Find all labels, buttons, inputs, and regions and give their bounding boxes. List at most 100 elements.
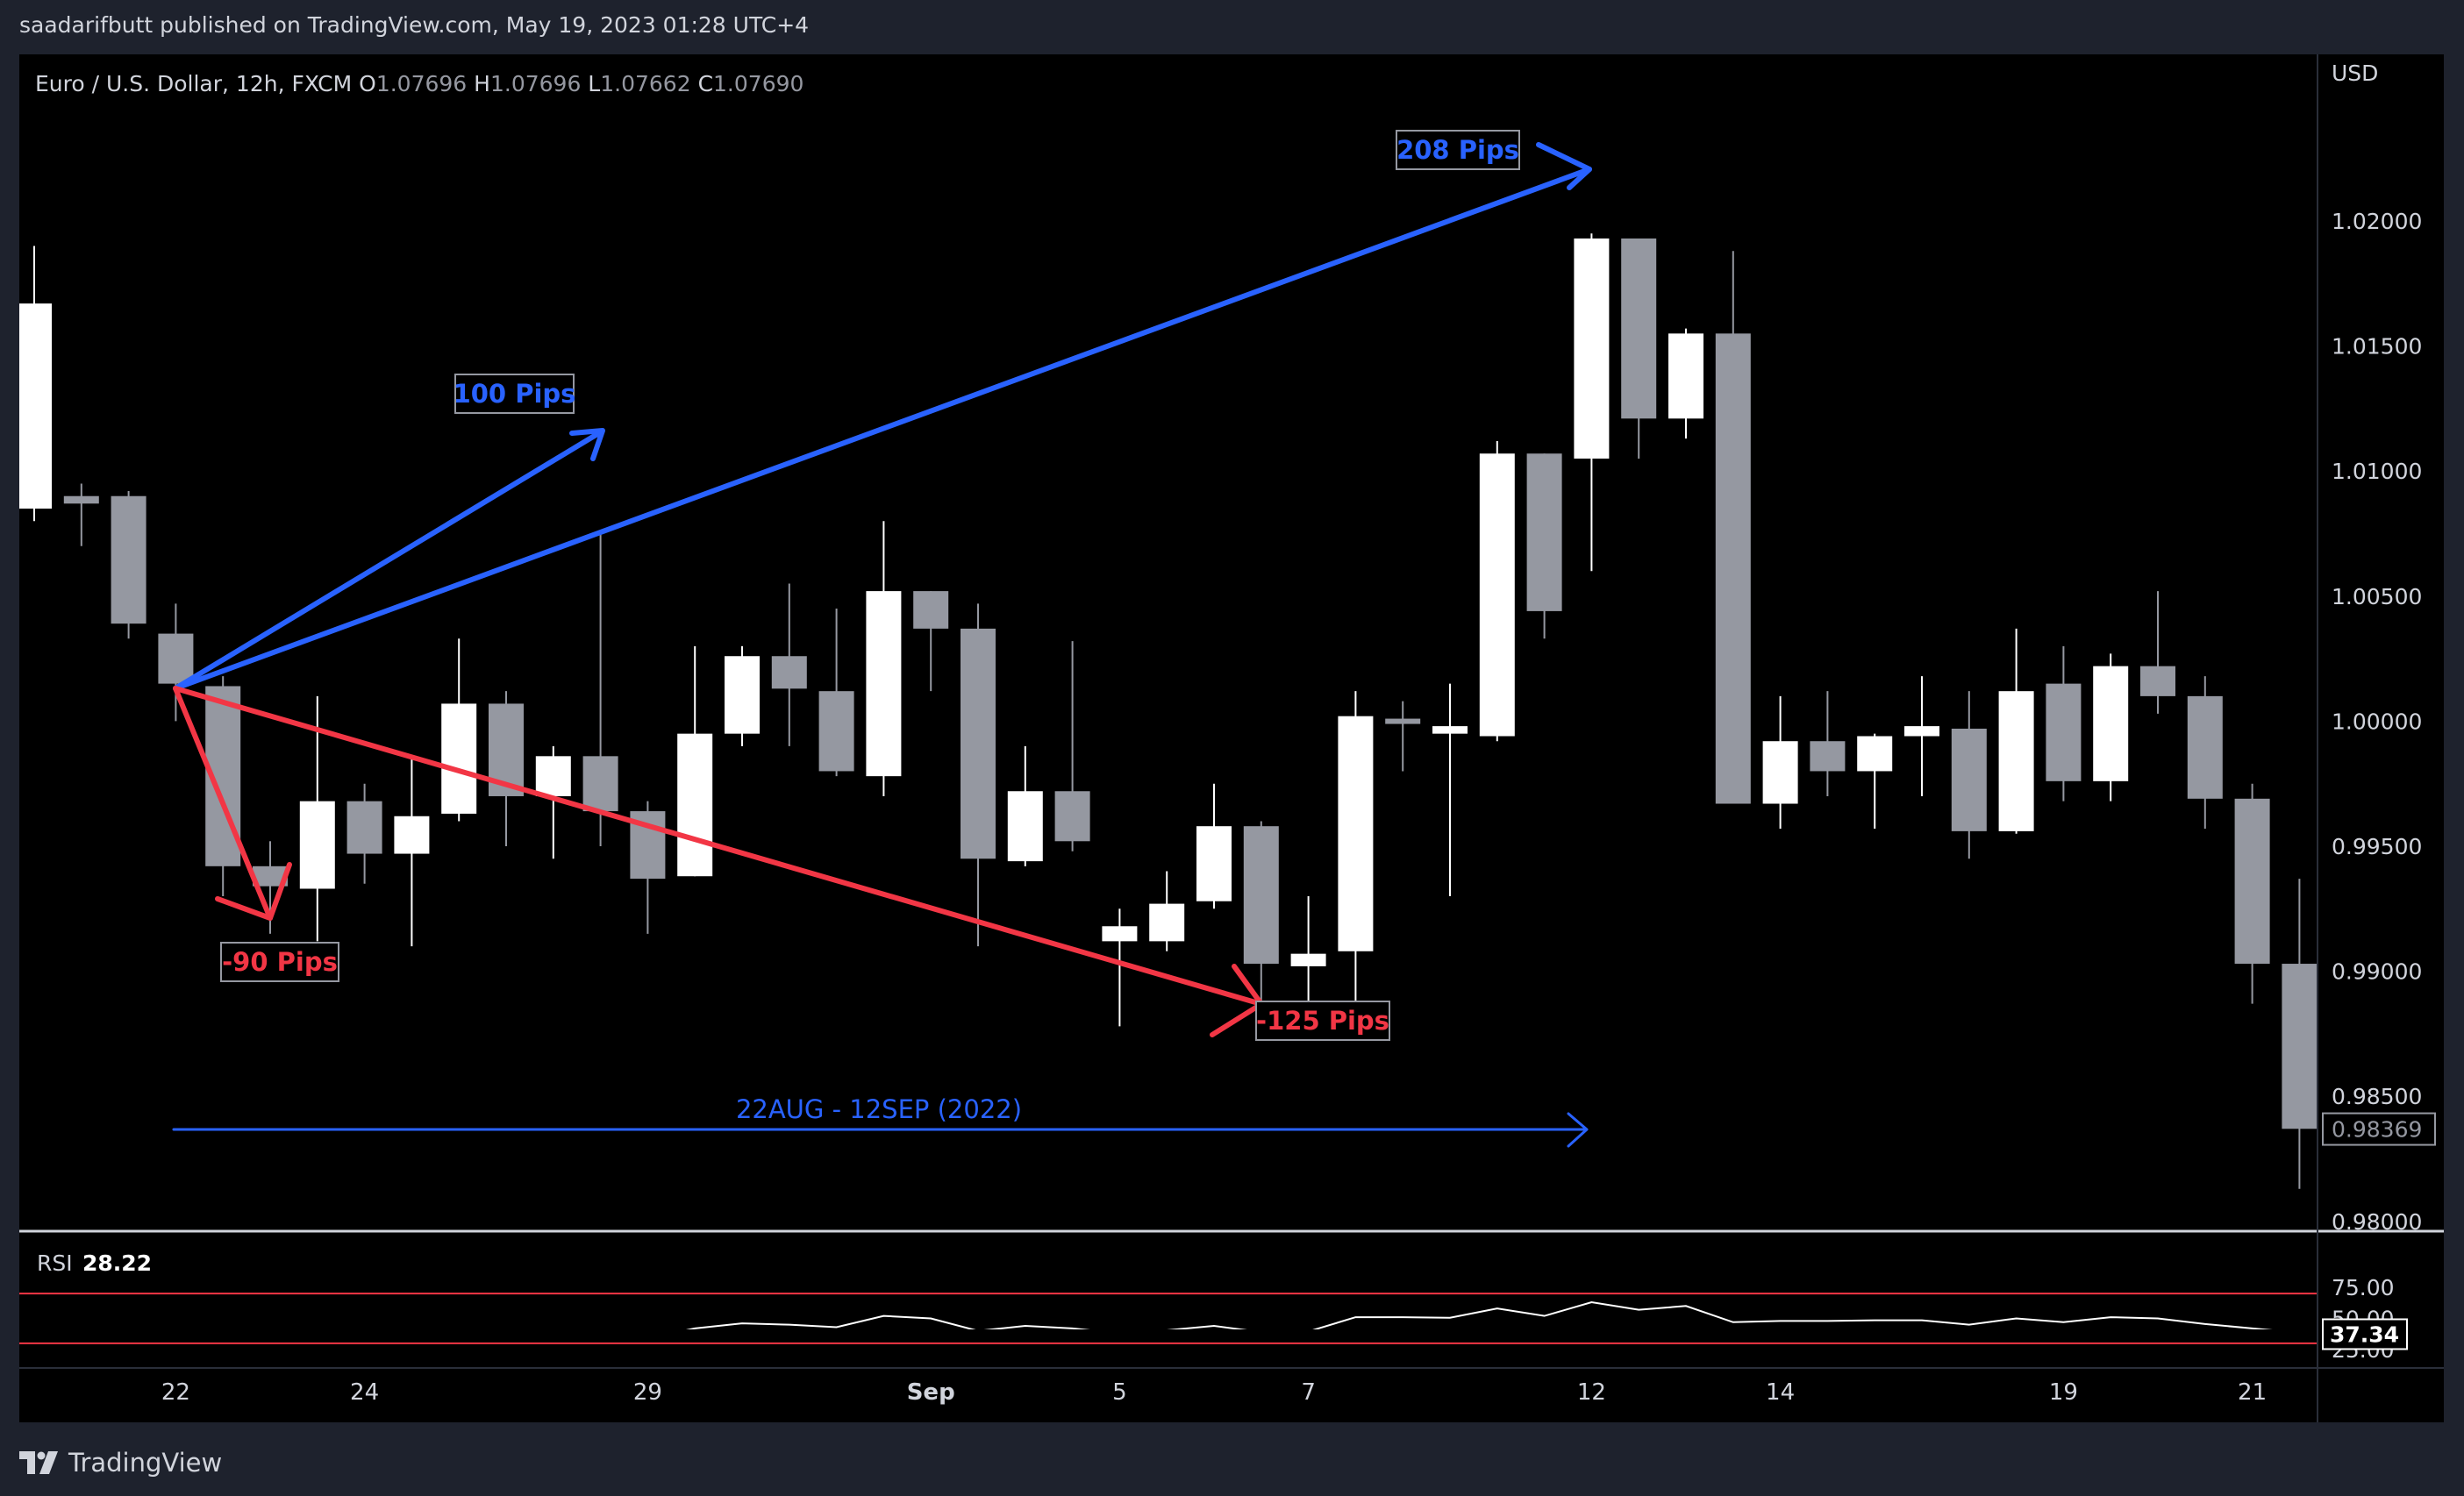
rsi-title: RSI xyxy=(37,1250,73,1276)
time-tick-label: 22 xyxy=(161,1379,190,1406)
candle xyxy=(2187,676,2223,830)
candle-body xyxy=(253,866,288,887)
rsi-tick-label: 75.00 xyxy=(2332,1275,2395,1300)
rsi-last-value-label: 37.34 xyxy=(2330,1321,2399,1347)
publish-line: saadarifbutt published on TradingView.co… xyxy=(19,12,810,38)
candle xyxy=(1243,821,1279,1034)
candle xyxy=(1904,676,1939,796)
blue-arrow-208-line xyxy=(173,167,1592,691)
chart-legend: Euro / U.S. Dollar, 12h, FXCM O1.07696 H… xyxy=(35,71,803,96)
last-price-box xyxy=(2322,1112,2436,1146)
candle xyxy=(725,645,760,746)
candle xyxy=(1432,683,1468,897)
candle-body xyxy=(866,591,902,777)
red-arrow-90-line xyxy=(173,686,273,921)
time-tick-label: 14 xyxy=(1766,1379,1795,1406)
candle xyxy=(1149,871,1185,951)
footer: TradingView xyxy=(19,1445,222,1480)
candle xyxy=(771,583,807,746)
candle-body xyxy=(346,801,382,854)
blue-arrow-100-head xyxy=(569,428,605,461)
candle-body xyxy=(1432,726,1468,734)
rsi-panel: RSI 28.22 xyxy=(19,1250,2318,1344)
footer-brand: TradingView xyxy=(68,1448,223,1478)
candle-body xyxy=(2234,798,2270,965)
candle xyxy=(346,783,382,884)
price-tick-label: 0.98500 xyxy=(2332,1084,2422,1109)
candle-body xyxy=(2282,964,2318,1129)
candle xyxy=(158,603,194,722)
candle-body xyxy=(1857,736,1893,772)
price-candles xyxy=(19,233,2318,1189)
chart-svg[interactable]: 100 Pips 208 Pips -90 Pips -125 Pips 22AUG -… xyxy=(19,54,2444,1422)
candle xyxy=(1810,691,1846,796)
candle-body xyxy=(677,733,713,877)
candle xyxy=(2046,645,2082,801)
price-tick-label: 0.98000 xyxy=(2332,1209,2422,1235)
candle-body xyxy=(1668,333,1703,419)
candle xyxy=(441,638,477,822)
candle xyxy=(818,609,854,777)
candle-body xyxy=(1574,238,1610,459)
time-tick-label: 29 xyxy=(633,1379,662,1406)
date-range-head xyxy=(1567,1112,1589,1148)
candle-body xyxy=(158,633,194,684)
candle-body xyxy=(394,816,430,854)
time-tick-label: 24 xyxy=(350,1379,379,1406)
blue-arrow-208-head xyxy=(1536,142,1592,190)
label-100-pips: 100 Pips xyxy=(454,374,576,414)
label-208-pips-text: 208 Pips xyxy=(1396,135,1519,165)
time-tick-label: 21 xyxy=(2238,1379,2267,1406)
candle-body xyxy=(1102,926,1138,942)
time-tick-label: 19 xyxy=(2049,1379,2078,1406)
candle-body xyxy=(1998,691,2034,831)
date-range-label: 22AUG - 12SEP (2022) xyxy=(736,1094,1022,1124)
candle xyxy=(2093,653,2129,801)
candle xyxy=(1479,440,1515,742)
label-minus-90-pips: -90 Pips xyxy=(220,942,339,982)
blue-arrow-100-line xyxy=(173,429,604,691)
candle xyxy=(913,591,949,692)
chart-area[interactable]: 100 Pips 208 Pips -90 Pips -125 Pips 22AUG -… xyxy=(19,54,2444,1422)
time-tick-label: 7 xyxy=(1301,1379,1316,1406)
candle-body xyxy=(1762,741,1798,804)
candle xyxy=(489,691,524,846)
candle-body xyxy=(299,801,335,889)
candle xyxy=(961,603,996,947)
price-tick-label: 1.01500 xyxy=(2332,334,2422,360)
candle xyxy=(1998,628,2034,834)
candle xyxy=(1857,733,1893,830)
time-tick-label: 5 xyxy=(1112,1379,1127,1406)
candle xyxy=(1762,695,1798,830)
candle xyxy=(1574,233,1610,572)
candle xyxy=(2234,783,2270,1004)
candle xyxy=(677,645,713,877)
candle xyxy=(2140,591,2175,714)
rsi-last-value-box xyxy=(2322,1318,2408,1350)
red-arrow-90-head xyxy=(215,862,292,921)
candle-body xyxy=(2046,683,2082,781)
price-tick-label: 1.02000 xyxy=(2332,209,2422,234)
candle-body xyxy=(1904,726,1939,737)
candle-body xyxy=(1621,238,1657,419)
candle-body xyxy=(961,628,996,859)
currency-label: USD xyxy=(2332,61,2378,86)
candle xyxy=(19,246,52,522)
candle xyxy=(1196,783,1232,909)
candle xyxy=(1668,328,1703,439)
candle-body xyxy=(1951,728,1987,831)
label-100-pips-text: 100 Pips xyxy=(454,379,576,409)
candle-body xyxy=(913,591,949,629)
rsi-line xyxy=(685,1301,2273,1329)
last-price-label: 0.98369 xyxy=(2332,1117,2422,1143)
chart-title: Euro / U.S. Dollar, 12h, FXCM O1.07696 H… xyxy=(35,71,803,96)
price-tick-label: 0.99500 xyxy=(2332,834,2422,859)
label-minus-125-pips: -125 Pips xyxy=(1255,1001,1390,1041)
candle-body xyxy=(19,303,52,509)
price-tick-label: 1.01000 xyxy=(2332,459,2422,484)
candle xyxy=(299,695,335,942)
candle-body xyxy=(2140,666,2175,696)
candle-body xyxy=(1715,333,1751,804)
candle xyxy=(1338,691,1374,1034)
candle xyxy=(582,533,618,846)
